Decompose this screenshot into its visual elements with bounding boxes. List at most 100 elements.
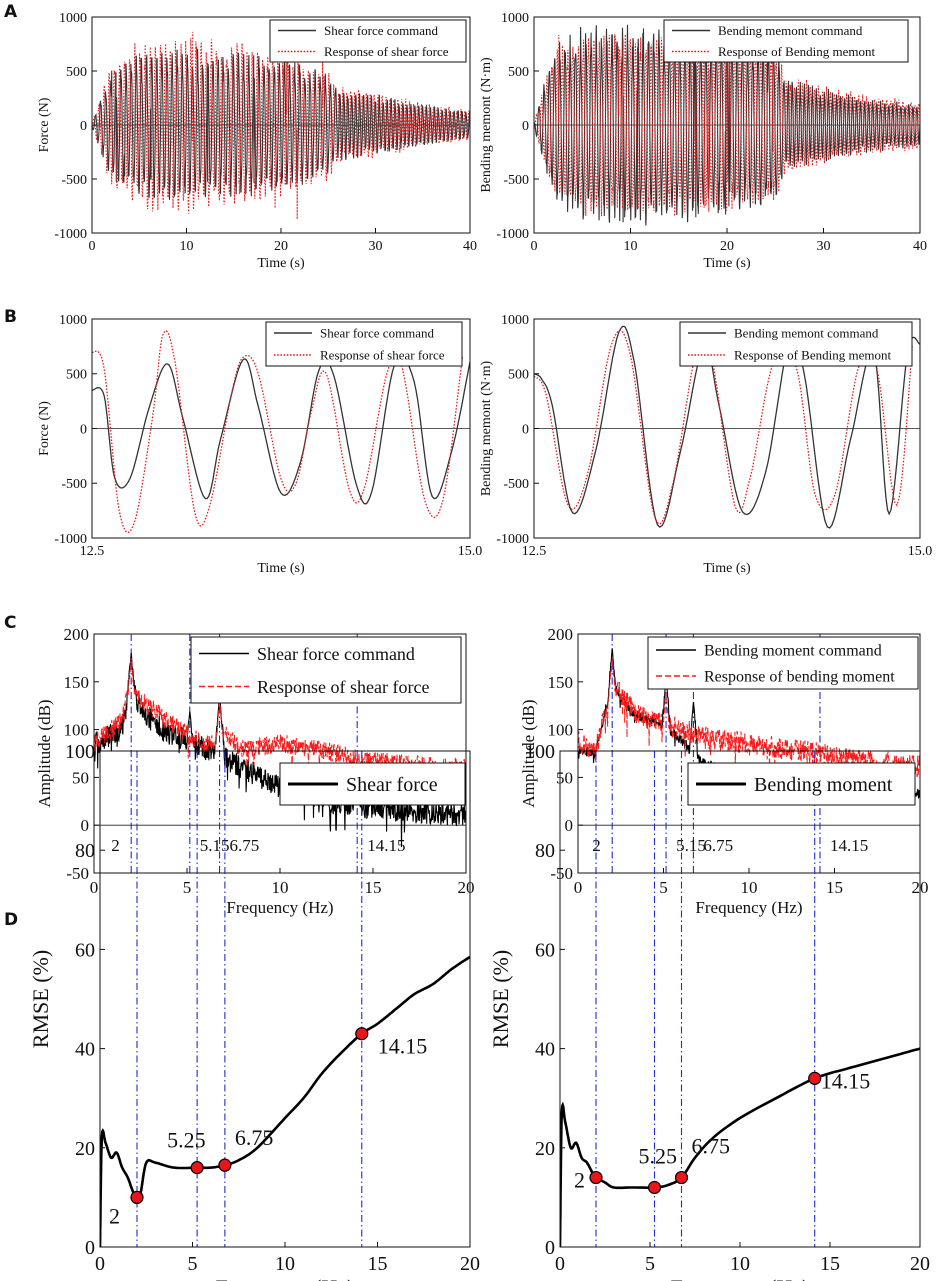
y-tick-label: 100	[548, 721, 574, 740]
x-tick-label: 15	[365, 878, 382, 897]
series-line-1	[92, 28, 470, 220]
vline-label: 5.15	[676, 836, 706, 855]
x-axis-label: Time (s)	[703, 561, 751, 576]
x-tick-label: 20	[458, 878, 475, 897]
panel-label-b: B	[4, 307, 17, 327]
y-tick-label: 40	[75, 1039, 95, 1061]
legend-label: Response of bending moment	[704, 669, 895, 686]
x-tick-label: 15.0	[458, 544, 483, 559]
chart-b-moment: 12.5 15.0 -1000 -500 0 500 1000 Time (s) Bending…	[479, 313, 932, 576]
x-axis-label: Frequency (Hz)	[671, 1275, 810, 1281]
series-line-0	[560, 1047, 920, 1247]
legend-label: Response of Bending memont	[718, 44, 875, 59]
chart-a-force: 0 10 20 30 40 -1000 -500 0 500 1000 Time (s) Force …	[37, 11, 477, 271]
y-axis-label: Amplitude (dB)	[35, 699, 54, 807]
y-tick-label: -1000	[496, 227, 529, 242]
y-tick-label: 500	[66, 65, 87, 80]
data-point-marker	[355, 1027, 369, 1041]
x-tick-label: 15	[826, 878, 843, 897]
x-tick-label: 12.5	[522, 544, 547, 559]
marker-label: 6.75	[235, 1125, 274, 1150]
x-tick-label: 10	[741, 878, 758, 897]
legend-box	[190, 636, 462, 704]
y-tick-label: 0	[545, 1237, 555, 1259]
y-tick-label: 500	[66, 368, 87, 383]
x-tick-label: 5	[188, 1253, 198, 1275]
series-line-1	[578, 657, 920, 798]
data-point-marker	[589, 1170, 603, 1185]
y-tick-label: 0	[85, 1237, 95, 1259]
plot-area	[100, 955, 470, 1247]
y-tick-label: 0	[81, 816, 90, 835]
x-tick-label: 40	[913, 239, 927, 254]
y-tick-label: 60	[535, 939, 555, 961]
y-axis-label: RMSE (%)	[488, 950, 513, 1048]
series-line-0	[92, 355, 470, 505]
vline-label: 14.15	[367, 836, 405, 855]
x-tick-label: 0	[555, 1253, 565, 1275]
legend-label: Bending memont command	[734, 326, 879, 341]
legend: Bending memont command Response of Bendin…	[679, 321, 913, 367]
y-tick-label: 100	[65, 741, 95, 763]
x-axis-label: Time (s)	[257, 561, 305, 576]
plot-area	[560, 1047, 920, 1247]
y-tick-label: 50	[72, 768, 89, 787]
data-point-marker	[190, 1161, 204, 1175]
y-tick-label: 50	[556, 768, 573, 787]
x-tick-label: 5	[659, 878, 668, 897]
marker-label: 14.15	[378, 1034, 428, 1059]
x-tick-label: 20	[910, 1253, 930, 1275]
legend: Shear force command Response of shear for…	[265, 321, 463, 367]
series-line-1	[534, 34, 920, 217]
x-axis-label: Frequency (Hz)	[695, 898, 802, 917]
y-tick-label: 20	[75, 1138, 95, 1160]
legend-label: Response of shear force	[320, 348, 445, 363]
marker-label: 14.15	[821, 1068, 871, 1093]
y-tick-label: 200	[548, 625, 574, 644]
x-tick-label: 0	[90, 878, 99, 897]
legend: Shear force command Response of shear for…	[269, 19, 467, 63]
legend-label: Response of shear force	[324, 44, 449, 59]
legend-box	[647, 636, 919, 690]
y-tick-label: 0	[80, 422, 87, 437]
vline-label: 2	[111, 836, 120, 855]
legend: Shear force	[279, 762, 466, 806]
y-tick-label: 80	[535, 840, 555, 862]
x-tick-label: 0	[89, 239, 96, 254]
y-tick-label: 80	[75, 840, 95, 862]
x-axis-label: Frequency (Hz)	[226, 898, 333, 917]
legend-label: Response of shear force	[257, 677, 429, 697]
y-axis-label: Force (N)	[37, 401, 52, 456]
data-point-marker	[130, 1190, 144, 1205]
x-tick-label: 10	[275, 1253, 295, 1275]
x-tick-label: 20	[720, 239, 734, 254]
x-tick-label: 12.5	[80, 544, 105, 559]
panel-label-c: C	[4, 613, 16, 633]
x-tick-label: 30	[817, 239, 831, 254]
legend-label: Response of Bending memont	[734, 348, 891, 363]
marker-label: 2	[109, 1203, 120, 1228]
y-tick-label: -500	[503, 477, 529, 492]
x-tick-label: 15	[368, 1253, 388, 1275]
y-tick-label: 0	[80, 119, 87, 134]
y-tick-label: -1000	[54, 532, 87, 547]
y-tick-label: 60	[75, 939, 95, 961]
y-axis-label: Bending memont (N·m)	[479, 57, 494, 193]
data-point-marker	[808, 1071, 822, 1085]
x-tick-label: 0	[95, 1253, 105, 1275]
y-tick-label: 500	[508, 368, 529, 383]
y-axis-label: Bending memont (N·m)	[479, 361, 494, 497]
legend: Bending moment command Response of bendin…	[647, 636, 919, 690]
y-tick-label: 0	[565, 816, 574, 835]
legend-label: Shear force command	[257, 644, 415, 664]
y-tick-label: 40	[535, 1039, 555, 1061]
y-tick-label: 0	[522, 119, 529, 134]
data-point-marker	[674, 1170, 689, 1185]
x-tick-label: 5	[645, 1253, 655, 1275]
y-tick-label: -50	[66, 864, 89, 883]
x-tick-label: 10	[730, 1253, 750, 1275]
